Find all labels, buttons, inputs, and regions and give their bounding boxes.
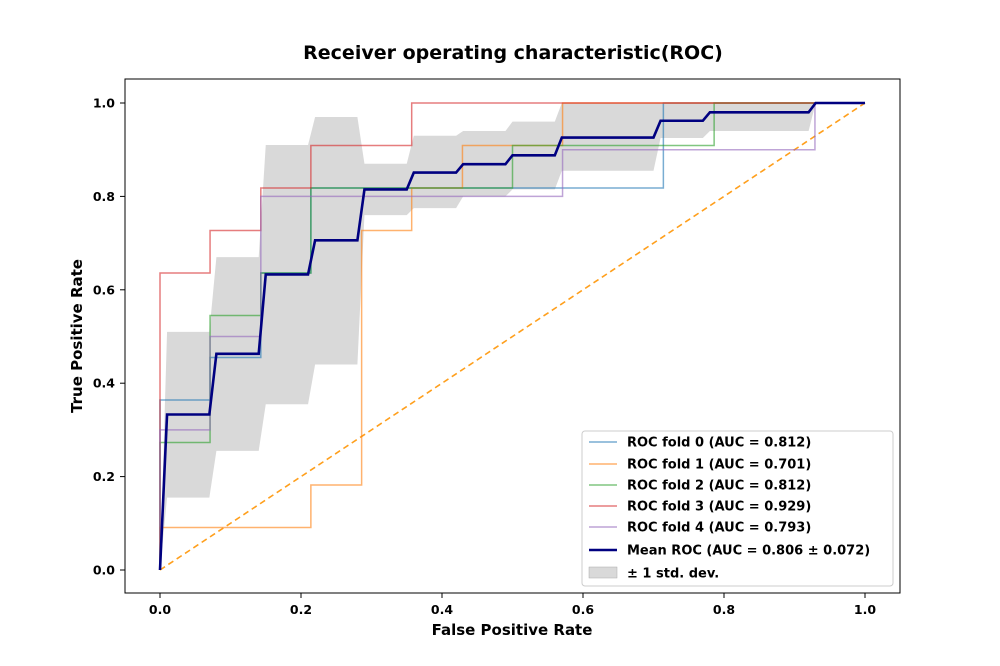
x-axis-ticks: 0.0 0.2 0.4 0.6 0.8 1.0 [149, 593, 876, 617]
x-tick-label: 0.6 [572, 602, 594, 617]
x-tick-label: 0.4 [431, 602, 453, 617]
x-axis-label: False Positive Rate [432, 621, 593, 639]
mean-roc-line [158, 101, 865, 571]
legend-swatch [588, 566, 618, 579]
legend-box [581, 430, 894, 587]
legend-label: ROC fold 2 (AUC = 0.812) [627, 479, 811, 494]
std-band-layer [160, 103, 865, 570]
x-tick-label: 0.2 [290, 602, 312, 617]
std-dev-band [160, 103, 865, 570]
chart-title: Receiver operating characteristic(ROC) [303, 42, 723, 64]
legend-label: ROC fold 1 (AUC = 0.701) [627, 458, 811, 473]
y-axis-label: True Positive Rate [68, 259, 86, 413]
series-lines-layer [158, 101, 866, 571]
legend: ROC fold 0 (AUC = 0.812) ROC fold 1 (AUC … [581, 430, 894, 587]
roc-fold-2-line [159, 102, 865, 570]
roc-fold-4-line [159, 102, 865, 570]
x-tick-label: 1.0 [854, 602, 876, 617]
chance-line [159, 102, 866, 571]
x-tick-label: 0.0 [149, 602, 171, 617]
legend-label: ROC fold 3 (AUC = 0.929) [627, 500, 811, 515]
x-tick-label: 0.8 [713, 602, 735, 617]
legend-label: ROC fold 4 (AUC = 0.793) [627, 521, 811, 536]
roc-fold-3-line [159, 102, 865, 570]
y-tick-label: 0.4 [93, 376, 115, 391]
y-tick-label: 0.0 [93, 563, 115, 578]
legend-items: ROC fold 0 (AUC = 0.812) ROC fold 1 (AUC … [588, 436, 870, 582]
legend-label: ± 1 std. dev. [627, 567, 719, 582]
legend-label: ROC fold 0 (AUC = 0.812) [627, 436, 811, 451]
plot-area [124, 78, 901, 594]
y-axis-ticks: 0.0 0.2 0.4 0.6 0.8 1.0 [93, 96, 125, 578]
plot-frame [124, 78, 901, 594]
y-tick-label: 0.2 [93, 469, 115, 484]
legend-label: Mean ROC (AUC = 0.806 ± 0.072) [627, 544, 870, 559]
y-tick-label: 1.0 [93, 96, 115, 111]
y-tick-label: 0.6 [93, 282, 115, 297]
y-tick-label: 0.8 [93, 189, 115, 204]
